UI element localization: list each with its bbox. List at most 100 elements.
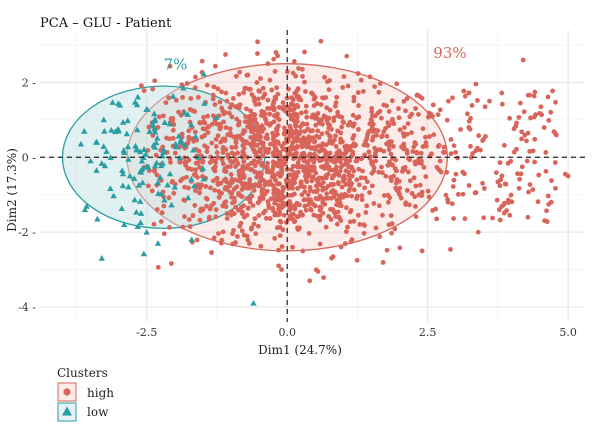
point-high	[327, 150, 333, 156]
point-low	[188, 121, 195, 128]
point-high	[361, 230, 367, 236]
point-high	[301, 197, 307, 203]
point-high	[227, 164, 233, 169]
point-high	[374, 132, 379, 138]
point-high	[155, 264, 161, 270]
point-high	[231, 211, 237, 217]
point-high	[278, 173, 283, 179]
chart-title: PCA – GLU - Patient	[40, 16, 172, 31]
point-high	[532, 89, 538, 95]
point-low	[131, 99, 139, 105]
point-high	[302, 79, 307, 85]
point-high	[233, 140, 239, 146]
point-low	[100, 116, 107, 123]
point-high	[443, 192, 449, 198]
point-high	[364, 179, 370, 185]
point-high	[404, 96, 410, 101]
point-high	[375, 128, 381, 134]
point-high	[274, 126, 279, 132]
point-high	[413, 204, 418, 209]
point-high	[419, 193, 425, 199]
point-high	[189, 167, 195, 172]
point-high	[327, 138, 333, 143]
point-high	[289, 133, 295, 139]
point-high	[346, 173, 352, 179]
point-high	[265, 136, 271, 142]
point-high	[385, 199, 391, 205]
point-high	[213, 136, 219, 142]
point-low	[92, 139, 100, 145]
point-high	[419, 189, 425, 195]
point-high	[221, 119, 226, 125]
point-high	[526, 189, 531, 195]
point-high	[254, 121, 260, 127]
point-high	[244, 233, 250, 239]
point-high	[416, 156, 422, 162]
point-high	[388, 213, 394, 219]
point-high	[259, 108, 265, 114]
point-high	[451, 177, 457, 183]
point-low	[154, 179, 162, 186]
point-high	[220, 161, 226, 167]
point-high	[260, 187, 266, 192]
point-high	[298, 129, 304, 134]
point-high	[413, 183, 419, 189]
point-high	[333, 133, 338, 139]
point-high	[212, 63, 218, 69]
point-high	[279, 191, 284, 197]
point-high	[295, 186, 300, 191]
point-high	[332, 103, 338, 109]
point-high	[403, 108, 408, 114]
point-high	[317, 241, 323, 247]
point-high	[532, 114, 537, 120]
point-high	[210, 92, 216, 98]
point-high	[238, 204, 244, 210]
point-high	[403, 202, 409, 207]
point-high	[154, 207, 160, 212]
point-high	[393, 157, 399, 163]
point-high	[372, 152, 378, 158]
point-high	[344, 53, 350, 59]
point-high	[272, 235, 278, 241]
point-high	[310, 157, 316, 163]
point-high	[269, 174, 275, 180]
point-high	[321, 113, 327, 119]
point-low	[133, 208, 140, 215]
point-high	[362, 152, 368, 158]
point-high	[478, 147, 483, 153]
point-high	[330, 167, 336, 173]
point-high	[247, 86, 253, 92]
point-high	[290, 244, 295, 250]
point-high	[192, 202, 198, 208]
point-high	[150, 86, 156, 92]
point-high	[233, 164, 238, 169]
point-high	[205, 130, 211, 135]
point-high	[380, 260, 386, 265]
point-high	[389, 98, 395, 104]
point-high	[462, 216, 468, 222]
point-high	[223, 52, 228, 57]
point-high	[232, 134, 237, 140]
point-high	[448, 247, 453, 252]
point-high	[287, 151, 292, 157]
point-high	[351, 98, 357, 104]
point-high	[331, 194, 337, 200]
point-high	[186, 128, 192, 134]
point-high	[450, 184, 456, 189]
point-high	[553, 185, 558, 191]
point-high	[223, 125, 229, 130]
data-points	[77, 38, 571, 306]
point-high	[349, 166, 355, 172]
point-low	[140, 250, 148, 257]
axis-ticks: -2.5 0.0 2.5 5.0 -4 - -2 - 0 - 2 -	[18, 76, 577, 339]
point-low	[143, 228, 150, 235]
point-high	[319, 117, 325, 123]
point-high	[451, 143, 457, 149]
point-high	[236, 91, 242, 97]
point-high	[230, 160, 236, 165]
point-high	[271, 107, 277, 113]
point-high	[525, 130, 531, 136]
point-low	[125, 183, 132, 190]
point-high	[363, 210, 369, 215]
point-high	[252, 216, 258, 222]
